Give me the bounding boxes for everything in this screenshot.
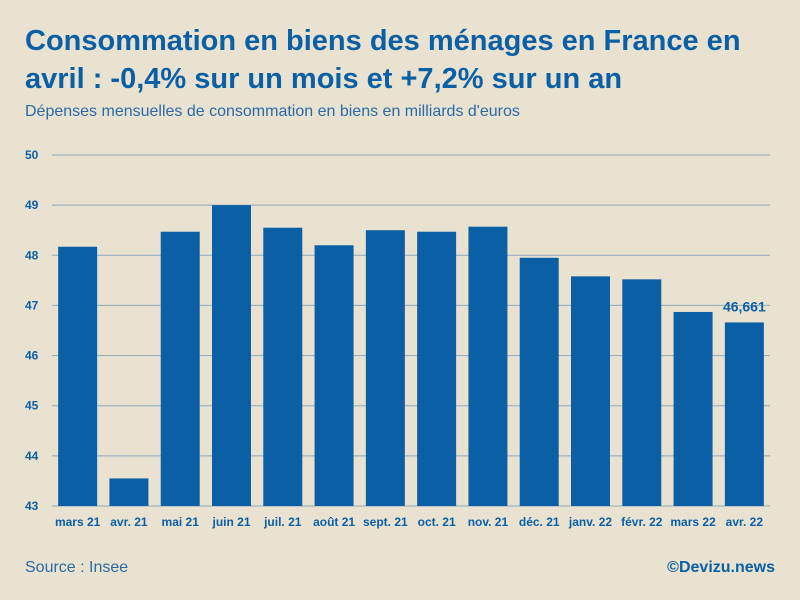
x-tick-label: mars 21	[55, 515, 101, 529]
x-tick-label: mars 22	[670, 515, 716, 529]
y-tick-label: 45	[25, 399, 39, 413]
x-tick-label: oct. 21	[418, 515, 456, 529]
bar	[724, 322, 764, 506]
x-tick-label: déc. 21	[519, 515, 560, 529]
bar	[519, 257, 559, 506]
bar	[58, 246, 98, 507]
y-tick-label: 48	[25, 248, 39, 262]
x-tick-label: juil. 21	[263, 515, 302, 529]
x-tick-label: janv. 22	[568, 515, 612, 529]
bar	[417, 231, 457, 506]
x-tick-label: nov. 21	[468, 515, 509, 529]
bar	[622, 279, 662, 506]
chart-subtitle: Dépenses mensuelles de consommation en b…	[25, 103, 520, 120]
x-tick-label: juin 21	[211, 515, 250, 529]
data-label: 46,661	[723, 298, 766, 314]
bar	[212, 205, 251, 506]
bar	[263, 227, 303, 506]
y-tick-label: 44	[25, 449, 39, 463]
x-tick-label: août 21	[313, 515, 355, 529]
x-tick-label: févr. 22	[621, 515, 663, 529]
x-tick-label: mai 21	[162, 515, 200, 529]
chart-title: Consommation en biens des ménages en Fra…	[25, 25, 741, 95]
bar	[468, 226, 508, 506]
source-note: Source : Insee	[25, 559, 129, 576]
bar	[673, 311, 713, 506]
y-tick-label: 46	[25, 349, 39, 363]
bar	[109, 478, 149, 506]
bar	[365, 230, 405, 506]
bar	[571, 276, 610, 506]
x-tick-label: avr. 21	[110, 515, 148, 529]
credit-label: ©Devizu.news	[667, 559, 775, 576]
x-tick-label: avr. 22	[726, 515, 764, 529]
y-tick-label: 43	[25, 499, 39, 513]
y-tick-label: 50	[25, 148, 39, 162]
bar	[314, 245, 354, 506]
x-tick-label: sept. 21	[363, 515, 408, 529]
y-tick-label: 47	[25, 298, 39, 312]
y-tick-label: 49	[25, 198, 39, 212]
bar	[160, 231, 200, 506]
